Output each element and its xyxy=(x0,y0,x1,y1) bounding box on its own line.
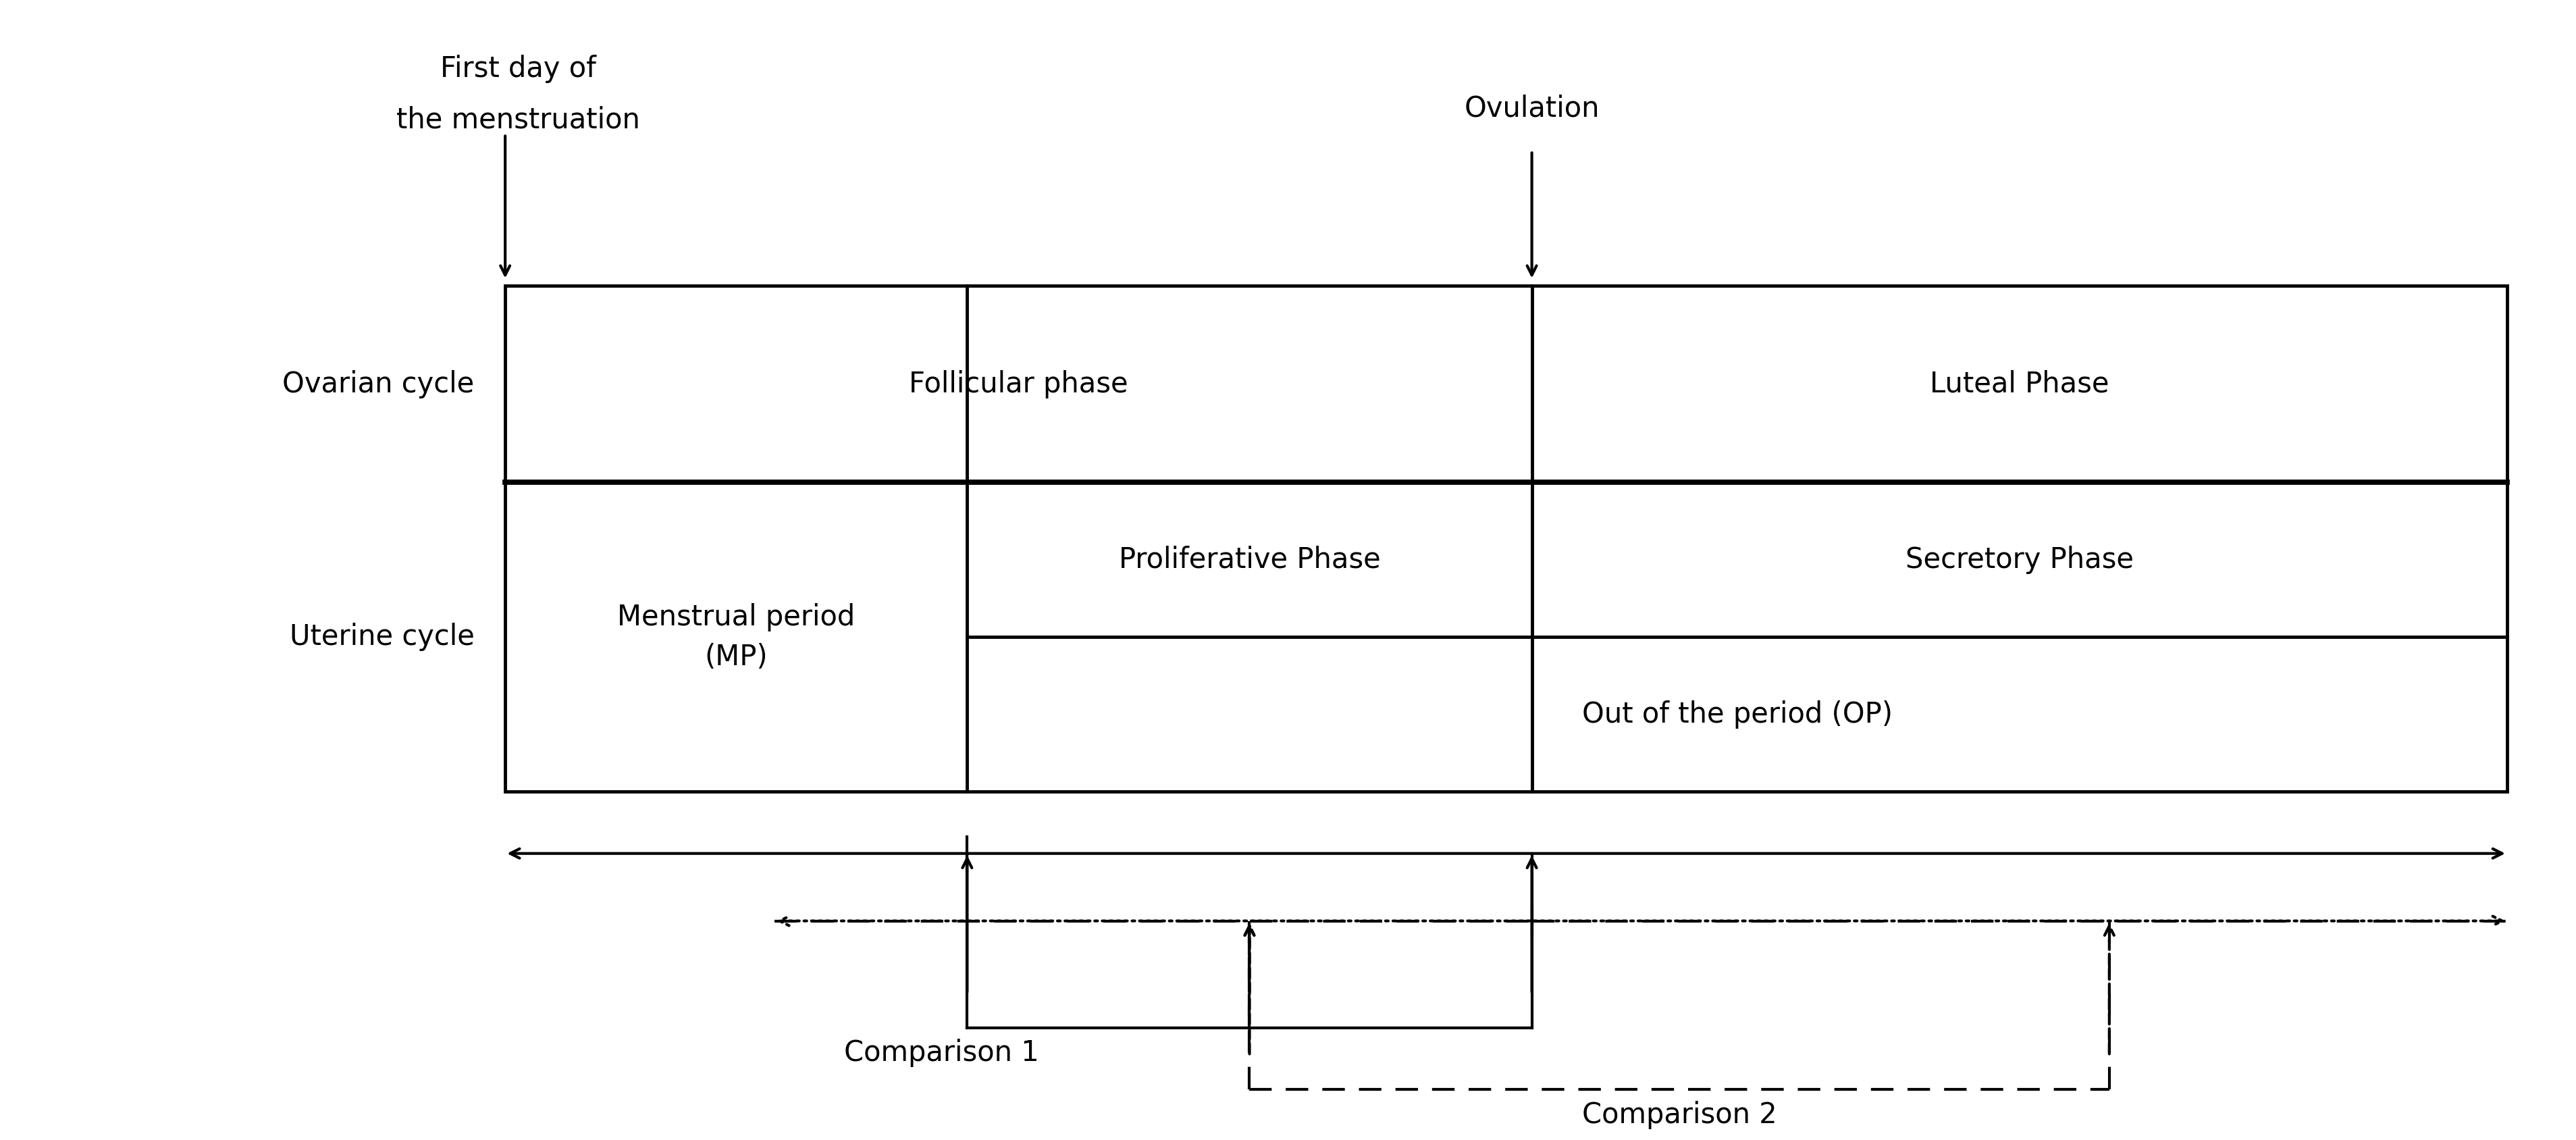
Text: Comparison 1: Comparison 1 xyxy=(845,1039,1038,1067)
Text: Luteal Phase: Luteal Phase xyxy=(1929,369,2110,398)
Text: Out of the period (OP): Out of the period (OP) xyxy=(1582,700,1893,728)
Text: Ovulation: Ovulation xyxy=(1463,95,1600,123)
Text: the menstruation: the menstruation xyxy=(397,106,639,135)
Text: Uterine cycle: Uterine cycle xyxy=(289,622,474,651)
Text: Comparison 2: Comparison 2 xyxy=(1582,1101,1777,1129)
Text: Menstrual period
(MP): Menstrual period (MP) xyxy=(618,603,855,671)
Bar xyxy=(505,286,2506,791)
Text: Secretory Phase: Secretory Phase xyxy=(1906,546,2133,573)
Text: First day of: First day of xyxy=(440,55,595,83)
Text: Follicular phase: Follicular phase xyxy=(909,369,1128,398)
Text: Ovarian cycle: Ovarian cycle xyxy=(283,369,474,398)
Text: Proliferative Phase: Proliferative Phase xyxy=(1118,546,1381,573)
